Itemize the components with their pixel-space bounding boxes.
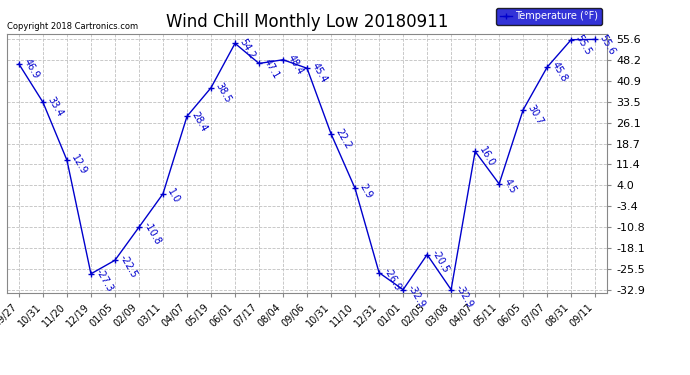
Text: 55.6: 55.6: [598, 33, 617, 56]
Text: 48.4: 48.4: [286, 53, 305, 76]
Text: Copyright 2018 Cartronics.com: Copyright 2018 Cartronics.com: [7, 22, 138, 31]
Text: -22.5: -22.5: [117, 254, 139, 280]
Text: -32.9: -32.9: [453, 283, 475, 309]
Text: 46.9: 46.9: [21, 57, 41, 81]
Text: -20.5: -20.5: [430, 248, 451, 274]
Text: 2.9: 2.9: [357, 182, 374, 200]
Text: 4.5: 4.5: [502, 177, 518, 195]
Text: 1.0: 1.0: [166, 187, 181, 205]
Text: 28.4: 28.4: [190, 110, 209, 133]
Text: 30.7: 30.7: [526, 103, 545, 127]
Text: -27.3: -27.3: [93, 267, 115, 294]
Legend: Temperature (°F): Temperature (°F): [496, 8, 602, 26]
Text: 38.5: 38.5: [213, 81, 233, 105]
Text: 45.8: 45.8: [550, 60, 569, 84]
Text: 45.4: 45.4: [310, 62, 329, 85]
Text: -32.9: -32.9: [406, 283, 426, 309]
Text: 47.1: 47.1: [262, 57, 281, 80]
Text: 16.0: 16.0: [477, 145, 497, 168]
Text: 12.9: 12.9: [70, 153, 89, 177]
Text: 22.2: 22.2: [333, 127, 353, 151]
Text: -26.9: -26.9: [382, 266, 403, 292]
Title: Wind Chill Monthly Low 20180911: Wind Chill Monthly Low 20180911: [166, 13, 448, 31]
Text: 33.4: 33.4: [46, 95, 65, 119]
Text: 55.5: 55.5: [573, 33, 593, 57]
Text: 54.2: 54.2: [237, 37, 257, 60]
Text: -10.8: -10.8: [141, 220, 163, 247]
